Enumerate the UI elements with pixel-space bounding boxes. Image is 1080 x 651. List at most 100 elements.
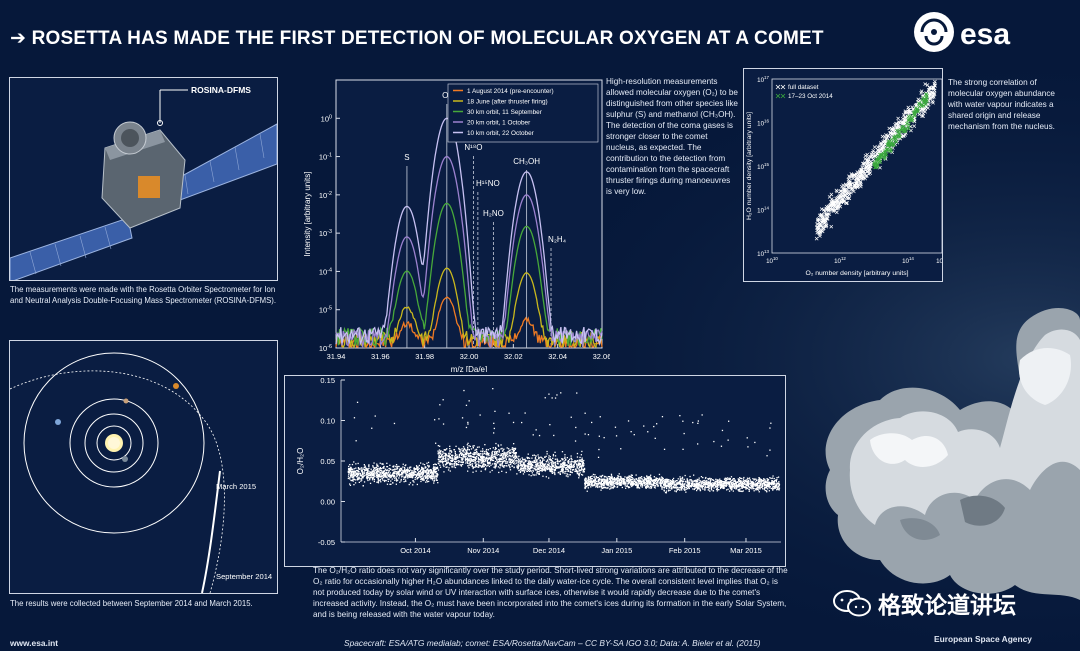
ratio-point — [683, 478, 685, 480]
ratio-point — [552, 466, 554, 468]
ratio-point — [469, 452, 472, 455]
ratio-point — [451, 460, 453, 462]
scatter-legend-marker — [775, 93, 786, 99]
ratio-point — [494, 455, 496, 457]
ratio-point — [489, 448, 491, 450]
ratio-point — [582, 471, 584, 473]
ratio-point — [536, 466, 538, 468]
scatter-point — [854, 179, 859, 183]
ratio-point — [650, 481, 652, 484]
ratio-point — [619, 483, 621, 485]
ratio-point — [676, 488, 678, 491]
ratio-point — [642, 482, 644, 484]
ratio-point — [763, 488, 765, 490]
ratio-point — [473, 451, 475, 454]
ratio-point — [652, 484, 655, 487]
scatter-point — [817, 223, 821, 228]
ratio-point — [546, 468, 548, 470]
ratio-point — [399, 481, 401, 483]
ratio-point — [504, 454, 506, 456]
ratio-point — [663, 489, 665, 491]
spectrum-axes: 31.94 31.96 31.98 32.00 32.02 32.04 32.0610010… — [303, 114, 610, 372]
ratio-point — [588, 481, 590, 483]
ratio-point — [441, 458, 443, 460]
ratio-point — [513, 459, 515, 461]
ratio-point — [467, 470, 469, 472]
ratio-point — [556, 460, 558, 462]
ratio-point — [545, 476, 547, 478]
ratio-point — [500, 463, 502, 465]
ratio-point — [739, 477, 741, 479]
ratio-point — [605, 479, 607, 481]
scatter-point — [912, 110, 917, 114]
ratio-point — [466, 449, 468, 451]
ratio-point — [656, 477, 659, 480]
spectrum-y-tick: 10-4 — [319, 267, 332, 276]
ratio-point — [687, 487, 689, 489]
ratio-point — [440, 456, 442, 459]
ratio-point — [422, 470, 424, 472]
ratio-point — [474, 466, 476, 468]
ratio-point — [545, 455, 547, 457]
ratio-point — [593, 480, 596, 482]
ratio-point — [575, 468, 577, 470]
ratio-point — [383, 476, 385, 479]
ratio-point — [542, 463, 544, 465]
ratio-point — [445, 459, 447, 461]
ratio-point — [539, 466, 542, 468]
ratio-point — [691, 484, 694, 486]
ratio-point — [520, 470, 522, 473]
ratio-point — [583, 467, 586, 470]
ratio-point — [366, 477, 368, 479]
ratio-point — [755, 478, 757, 480]
ratio-point — [528, 474, 530, 476]
ratio-point — [469, 459, 471, 461]
ratio-point — [632, 483, 634, 485]
ratio-point — [515, 452, 517, 454]
ratio-point — [590, 482, 593, 484]
ratio-point — [776, 487, 779, 489]
ratio-point — [521, 469, 524, 471]
ratio-point — [521, 421, 523, 424]
ratio-point — [642, 479, 645, 481]
ratio-point — [366, 476, 368, 478]
scatter-point — [905, 121, 909, 126]
ratio-point — [694, 487, 696, 489]
ratio-point — [416, 483, 418, 486]
ratio-point — [513, 453, 515, 455]
ratio-point — [605, 481, 607, 483]
ratio-point — [439, 445, 441, 447]
ratio-point — [570, 461, 572, 463]
ratio-point — [649, 478, 651, 480]
ratio-point — [481, 456, 483, 459]
ratio-point — [435, 475, 437, 478]
ratio-point — [613, 481, 615, 484]
ratio-point — [362, 468, 364, 470]
ratio-point — [617, 480, 619, 482]
ratio-point — [563, 462, 566, 464]
ratio-point — [617, 476, 619, 478]
ratio-point — [747, 485, 749, 487]
ratio-point — [435, 463, 437, 466]
scatter-point — [906, 114, 911, 119]
scatter-point — [928, 92, 932, 96]
ratio-point — [510, 452, 512, 454]
ratio-point — [478, 464, 480, 467]
ratio-point — [717, 489, 719, 491]
ratio-point — [716, 481, 718, 483]
ratio-point — [482, 457, 484, 459]
ratio-point — [413, 467, 415, 469]
ratio-point — [548, 455, 550, 457]
ratio-point — [512, 449, 515, 451]
ratio-point — [416, 477, 418, 479]
ratio-point — [631, 474, 633, 476]
ratio-point — [386, 469, 389, 471]
scatter-point — [920, 114, 924, 118]
ratio-point — [352, 468, 354, 471]
ratio-point — [525, 465, 527, 467]
ratio-point — [509, 459, 511, 461]
ratio-point — [469, 461, 472, 464]
ratio-point — [477, 460, 479, 462]
ratio-point — [467, 442, 469, 444]
scatter-point — [859, 168, 864, 173]
